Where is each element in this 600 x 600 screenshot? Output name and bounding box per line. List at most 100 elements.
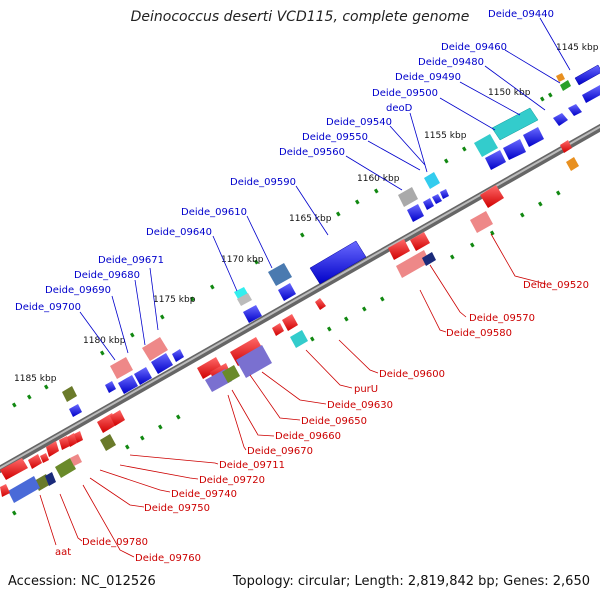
gene-label[interactable]: Deide_09760 bbox=[135, 553, 201, 564]
gene-label[interactable]: Deide_09660 bbox=[275, 431, 341, 442]
gene-label[interactable]: Deide_09610 bbox=[181, 207, 247, 218]
gene-feature[interactable] bbox=[560, 80, 571, 91]
gene-feature[interactable] bbox=[243, 305, 262, 323]
ruler-dot bbox=[11, 510, 17, 516]
gene-label[interactable]: Deide_09780 bbox=[82, 537, 148, 548]
gene-feature[interactable] bbox=[398, 187, 418, 207]
gene-feature[interactable] bbox=[491, 107, 539, 141]
gene-feature[interactable] bbox=[566, 157, 579, 171]
gene-feature[interactable] bbox=[151, 353, 173, 374]
gene-feature[interactable] bbox=[388, 239, 410, 260]
gene-feature[interactable] bbox=[278, 283, 296, 301]
gene-feature[interactable] bbox=[222, 365, 240, 383]
gene-feature[interactable] bbox=[134, 367, 152, 385]
gene-feature[interactable] bbox=[272, 323, 284, 336]
gene-feature[interactable] bbox=[46, 441, 59, 457]
gene-feature[interactable] bbox=[568, 104, 582, 116]
gene-feature[interactable] bbox=[0, 458, 28, 480]
gene-feature[interactable] bbox=[8, 476, 40, 503]
gene-label[interactable]: Deide_09640 bbox=[146, 227, 212, 238]
gene-label[interactable]: deoD bbox=[386, 103, 413, 114]
gene-label[interactable]: Deide_09440 bbox=[488, 9, 554, 20]
genome-backbone-highlight bbox=[0, 125, 600, 470]
gene-label[interactable]: Deide_09700 bbox=[15, 302, 81, 313]
gene-feature[interactable] bbox=[556, 73, 565, 82]
gene-label[interactable]: Deide_09600 bbox=[379, 369, 445, 380]
gene-feature[interactable] bbox=[142, 337, 168, 361]
gene-label[interactable]: purU bbox=[354, 384, 378, 395]
gene-feature[interactable] bbox=[407, 204, 424, 222]
gene-label[interactable]: Deide_09490 bbox=[395, 72, 461, 83]
gene-feature[interactable] bbox=[118, 375, 138, 394]
gene-label[interactable]: Deide_09540 bbox=[326, 117, 392, 128]
gene-feature[interactable] bbox=[70, 454, 82, 466]
gene-feature[interactable] bbox=[110, 410, 125, 426]
gene-feature[interactable] bbox=[282, 314, 298, 331]
gene-feature[interactable] bbox=[45, 472, 56, 486]
gene-label[interactable]: Deide_09630 bbox=[327, 400, 393, 411]
leader-line bbox=[305, 349, 353, 389]
gene-feature[interactable] bbox=[268, 263, 292, 286]
leader-line bbox=[111, 295, 129, 354]
gene-label[interactable]: Deide_09480 bbox=[418, 57, 484, 68]
gene-feature[interactable] bbox=[485, 150, 506, 170]
gene-feature[interactable] bbox=[422, 252, 436, 266]
gene-label[interactable]: Deide_09460 bbox=[441, 42, 507, 53]
gene-feature[interactable] bbox=[234, 287, 248, 299]
gene-feature[interactable] bbox=[197, 357, 222, 379]
gene-feature[interactable] bbox=[28, 454, 42, 469]
gene-label[interactable]: Deide_09500 bbox=[372, 88, 438, 99]
gene-label[interactable]: Deide_09570 bbox=[469, 313, 535, 324]
gene-label[interactable]: Deide_09711 bbox=[219, 460, 285, 471]
gene-feature[interactable] bbox=[432, 194, 442, 204]
gene-label[interactable]: Deide_09650 bbox=[301, 416, 367, 427]
gene-label[interactable]: Deide_09671 bbox=[98, 255, 164, 266]
leader-line bbox=[484, 65, 546, 111]
gene-feature[interactable] bbox=[474, 134, 498, 157]
tick-label: 1145 kbp bbox=[556, 43, 599, 53]
gene-label[interactable]: Deide_09590 bbox=[230, 177, 296, 188]
gene-feature[interactable] bbox=[315, 298, 326, 310]
gene-label[interactable]: Deide_09550 bbox=[302, 132, 368, 143]
gene-feature[interactable] bbox=[423, 198, 434, 210]
gene-feature[interactable] bbox=[100, 434, 116, 451]
gene-feature[interactable] bbox=[440, 189, 449, 199]
gene-feature[interactable] bbox=[105, 381, 116, 393]
gene-label[interactable]: Deide_09670 bbox=[247, 446, 313, 457]
gene-feature[interactable] bbox=[59, 436, 70, 450]
gene-label[interactable]: Deide_09690 bbox=[45, 285, 111, 296]
gene-label[interactable]: Deide_09740 bbox=[171, 489, 237, 500]
gene-label[interactable]: Deide_09720 bbox=[199, 475, 265, 486]
gene-feature[interactable] bbox=[0, 484, 10, 497]
gene-feature[interactable] bbox=[523, 127, 544, 147]
gene-feature[interactable] bbox=[424, 172, 440, 189]
gene-feature[interactable] bbox=[55, 458, 76, 478]
gene-feature[interactable] bbox=[236, 345, 272, 378]
gene-feature[interactable] bbox=[290, 330, 308, 348]
gene-feature[interactable] bbox=[480, 185, 504, 208]
gene-feature[interactable] bbox=[560, 140, 572, 153]
gene-label[interactable]: Deide_09750 bbox=[144, 503, 210, 514]
ruler-dot bbox=[44, 384, 49, 390]
gene-feature[interactable] bbox=[396, 250, 430, 278]
gene-label[interactable]: Deide_09680 bbox=[74, 270, 140, 281]
gene-feature[interactable] bbox=[553, 113, 568, 126]
gene-label[interactable]: Deide_09520 bbox=[523, 280, 589, 291]
gene-feature[interactable] bbox=[470, 211, 493, 233]
gene-feature[interactable] bbox=[237, 293, 252, 306]
gene-feature[interactable] bbox=[62, 386, 77, 402]
gene-feature[interactable] bbox=[40, 453, 49, 463]
gene-feature[interactable] bbox=[67, 433, 77, 447]
gene-feature[interactable] bbox=[503, 139, 526, 160]
gene-feature[interactable] bbox=[172, 349, 184, 362]
gene-feature[interactable] bbox=[74, 431, 83, 443]
gene-label[interactable]: aat bbox=[55, 547, 71, 558]
gene-feature[interactable] bbox=[410, 232, 430, 251]
gene-feature[interactable] bbox=[110, 357, 133, 379]
gene-label[interactable]: Deide_09560 bbox=[279, 147, 345, 158]
gene-feature[interactable] bbox=[69, 404, 82, 417]
gene-feature[interactable] bbox=[582, 85, 600, 103]
gene-feature[interactable] bbox=[309, 240, 367, 285]
gene-label[interactable]: Deide_09580 bbox=[446, 328, 512, 339]
gene-feature[interactable] bbox=[574, 64, 600, 86]
